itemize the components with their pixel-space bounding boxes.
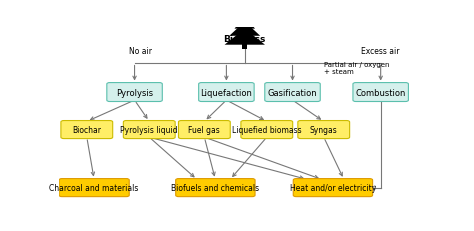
Bar [242,45,247,50]
Polygon shape [225,30,265,46]
FancyBboxPatch shape [298,121,350,139]
Text: Biochar: Biochar [73,125,101,134]
Text: Biofuels and chemicals: Biofuels and chemicals [171,183,259,192]
FancyBboxPatch shape [353,83,409,102]
Text: Charcoal and materials: Charcoal and materials [49,183,139,192]
Text: Pyrolysis liquid: Pyrolysis liquid [120,125,178,134]
FancyBboxPatch shape [199,83,254,102]
Text: Pyrolysis: Pyrolysis [116,88,153,97]
FancyBboxPatch shape [176,179,255,197]
Text: No air: No air [128,46,152,55]
Text: Liquefaction: Liquefaction [201,88,252,97]
Text: Partial air / oxygen
+ steam: Partial air / oxygen + steam [324,62,389,75]
FancyBboxPatch shape [241,121,293,139]
Text: Gasification: Gasification [268,88,317,97]
FancyBboxPatch shape [61,121,113,139]
Text: Biomass: Biomass [224,35,266,44]
FancyBboxPatch shape [293,179,373,197]
Text: Excess air: Excess air [362,46,400,55]
Text: Syngas: Syngas [310,125,337,134]
Text: Liquefied biomass: Liquefied biomass [232,125,301,134]
Text: Combustion: Combustion [356,88,406,97]
Polygon shape [235,17,255,30]
FancyBboxPatch shape [59,179,129,197]
FancyBboxPatch shape [123,121,175,139]
FancyBboxPatch shape [107,83,162,102]
FancyBboxPatch shape [178,121,230,139]
Text: Fuel gas: Fuel gas [189,125,220,134]
Polygon shape [229,22,260,37]
Text: Heat and/or electricity: Heat and/or electricity [290,183,376,192]
FancyBboxPatch shape [265,83,320,102]
